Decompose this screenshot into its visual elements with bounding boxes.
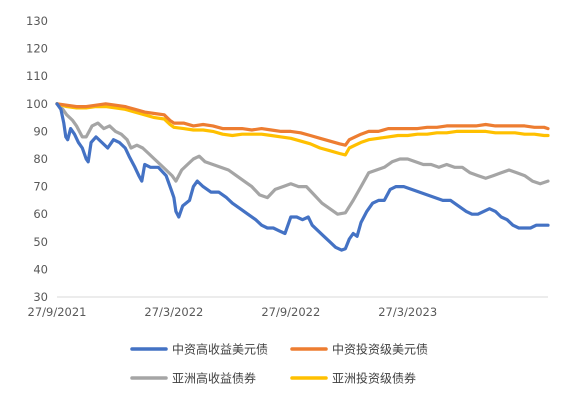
y-tick-label: 130 <box>26 14 48 28</box>
y-tick-label: 60 <box>33 207 48 221</box>
x-tick-label: 27/9/2022 <box>261 305 320 319</box>
series-line-0 <box>55 102 550 252</box>
series-lines <box>55 102 550 252</box>
legend-label-3: 亚洲投资级债券 <box>332 371 416 386</box>
y-tick-label: 30 <box>33 290 48 304</box>
legend-label-2: 亚洲高收益债券 <box>172 371 256 386</box>
legend-label-1: 中资投资级美元债 <box>332 342 428 357</box>
legend-label-0: 中资高收益美元债 <box>172 342 268 357</box>
y-tick-label: 110 <box>26 69 48 83</box>
series-line-2 <box>55 102 550 216</box>
y-tick-label: 100 <box>26 97 48 111</box>
x-tick-label: 27/3/2023 <box>378 305 437 319</box>
x-axis-ticks: 27/9/2021 27/3/2022 27/9/2022 27/3/2023 <box>28 305 438 319</box>
series-line-1 <box>55 102 550 147</box>
y-tick-label: 70 <box>33 180 48 194</box>
x-tick-label: 27/3/2022 <box>144 305 203 319</box>
x-tick-label: 27/9/2021 <box>28 305 87 319</box>
y-tick-label: 120 <box>26 42 48 56</box>
series-line-3 <box>55 102 550 157</box>
y-tick-label: 40 <box>33 262 48 276</box>
y-tick-label: 50 <box>33 235 48 249</box>
y-tick-label: 80 <box>33 152 48 166</box>
y-tick-label: 90 <box>33 124 48 138</box>
y-axis-ticks: 30 40 50 60 70 80 90 100 110 120 130 <box>26 14 48 304</box>
